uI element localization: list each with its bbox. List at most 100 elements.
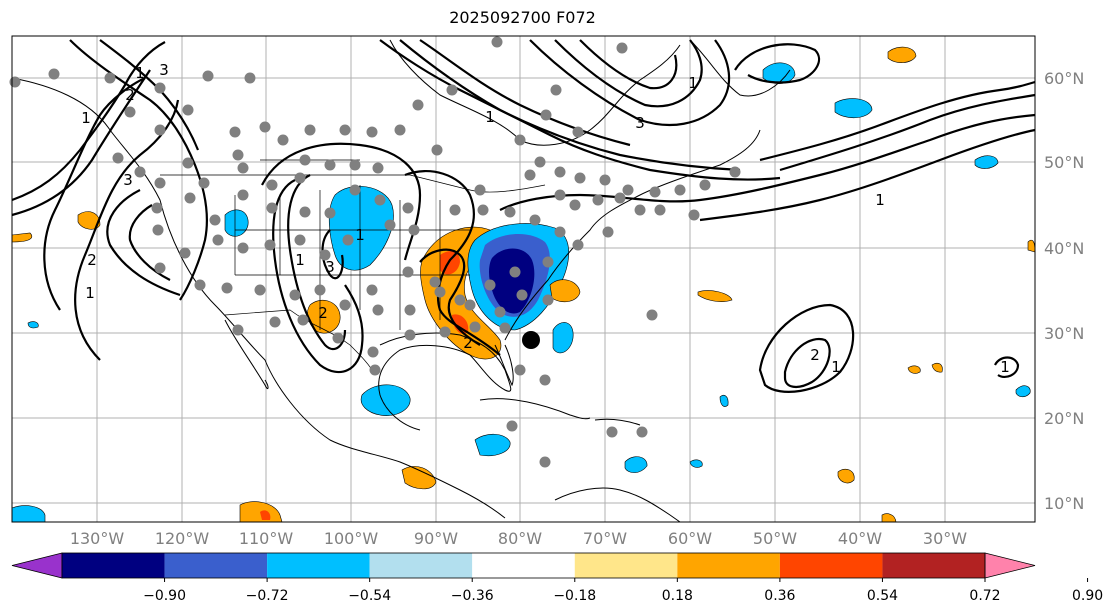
- station-dot: [499, 322, 511, 334]
- station-dot: [516, 289, 528, 301]
- contour-line: [272, 179, 364, 374]
- latitude-label: 40°N: [1044, 239, 1084, 258]
- colorbar-tick-label: 0.18: [662, 588, 693, 604]
- station-dot: [649, 186, 661, 198]
- shade-blue-tropics2: [719, 394, 729, 407]
- longitude-label: 50°W: [753, 529, 797, 548]
- station-dot: [504, 206, 516, 218]
- contour-label: 1: [485, 108, 495, 126]
- shade-blue-corner: [11, 505, 46, 523]
- shade-blue-hawaii: [27, 321, 39, 329]
- colorbar-tick-label: −0.54: [348, 588, 391, 604]
- station-dot: [9, 76, 21, 88]
- contour-line: [554, 39, 703, 108]
- station-dot: [402, 266, 414, 278]
- colorbar-tick-label: 0.36: [764, 588, 795, 604]
- latitude-label: 60°N: [1044, 69, 1084, 88]
- longitude-label: 70°W: [583, 529, 627, 548]
- colorbar-outline: [61, 552, 986, 579]
- contour-line: [106, 189, 181, 297]
- station-dot: [237, 242, 249, 254]
- station-dot: [229, 126, 241, 138]
- colorbar-extend-high: [984, 552, 1036, 579]
- station-dot: [277, 134, 289, 146]
- station-dot: [179, 247, 191, 259]
- station-dot: [332, 332, 344, 344]
- station-dot: [402, 202, 414, 214]
- station-dot: [529, 214, 541, 226]
- contour-line: [699, 128, 1036, 222]
- colorbar-segment: [677, 553, 780, 578]
- station-dot: [674, 184, 686, 196]
- station-dot: [369, 364, 381, 376]
- contour-label: 1: [875, 191, 885, 209]
- station-dot: [494, 306, 506, 318]
- longitude-labels: 130°W 120°W 110°W 100°W 90°W 80°W 70°W 60°W 50°W…: [70, 529, 967, 548]
- colorbar-segment: [882, 553, 985, 578]
- station-dot: [729, 166, 741, 178]
- station-dot: [266, 179, 278, 191]
- station-dot: [554, 166, 566, 178]
- longitude-label: 120°W: [155, 529, 210, 548]
- station-dot: [474, 184, 486, 196]
- station-dot: [434, 286, 446, 298]
- shade-red-southpacific: [260, 510, 271, 520]
- station-dot: [366, 284, 378, 296]
- station-dot: [539, 374, 551, 386]
- station-dot: [622, 184, 634, 196]
- longitude-label: 130°W: [70, 529, 125, 548]
- state-borders: [160, 159, 546, 376]
- shade-blue-east: [1015, 385, 1031, 398]
- station-dot: [569, 199, 581, 211]
- shade-orange-tropics2: [907, 365, 921, 374]
- station-dot: [404, 329, 416, 341]
- colorbar-tick-label: 0.72: [969, 588, 1000, 604]
- contour-label: 3: [635, 114, 645, 132]
- station-dot: [429, 276, 441, 288]
- station-dot: [209, 214, 221, 226]
- station-dot: [484, 279, 496, 291]
- station-dot: [182, 157, 194, 169]
- station-dot: [509, 266, 521, 278]
- colorbar: [11, 552, 1036, 579]
- station-dot: [212, 234, 224, 246]
- shade-blue-tropics: [624, 456, 648, 473]
- shade-orange-centralamerica: [401, 466, 437, 490]
- station-dot: [554, 189, 566, 201]
- contour-label: 2: [87, 251, 97, 269]
- station-dot: [554, 226, 566, 238]
- station-dot: [616, 42, 628, 54]
- station-dot: [232, 324, 244, 336]
- station-dot: [154, 262, 166, 274]
- station-dot: [339, 299, 351, 311]
- chart-title: 2025092700 F072: [449, 8, 596, 27]
- colorbar-tick-label: −0.72: [246, 588, 289, 604]
- station-dot: [154, 124, 166, 136]
- contour-label: 2: [810, 346, 820, 364]
- contour-line: [734, 43, 821, 84]
- station-dot: [342, 234, 354, 246]
- shade-blue-gulf: [360, 384, 411, 416]
- station-dot: [446, 84, 458, 96]
- shade-orange-tropics3: [931, 362, 943, 373]
- contour-line: [779, 93, 1036, 172]
- station-dot: [367, 346, 379, 358]
- contour-label: 1: [1000, 358, 1010, 376]
- contour-line: [69, 39, 209, 301]
- station-dot: [374, 194, 386, 206]
- station-dot: [602, 226, 614, 238]
- graticule: [12, 36, 1035, 522]
- contour-label: 3: [159, 61, 169, 79]
- station-dot: [550, 84, 562, 96]
- latitude-label: 50°N: [1044, 153, 1084, 172]
- station-dot: [524, 169, 536, 181]
- station-dot: [469, 321, 481, 333]
- longitude-label: 80°W: [498, 529, 542, 548]
- contour-line: [11, 41, 166, 202]
- station-dot: [237, 162, 249, 174]
- contour-label: 1: [688, 74, 698, 92]
- contour-line: [419, 39, 631, 147]
- contour-label: 2: [125, 86, 135, 104]
- station-dot: [314, 284, 326, 296]
- contour-line: [499, 113, 1036, 211]
